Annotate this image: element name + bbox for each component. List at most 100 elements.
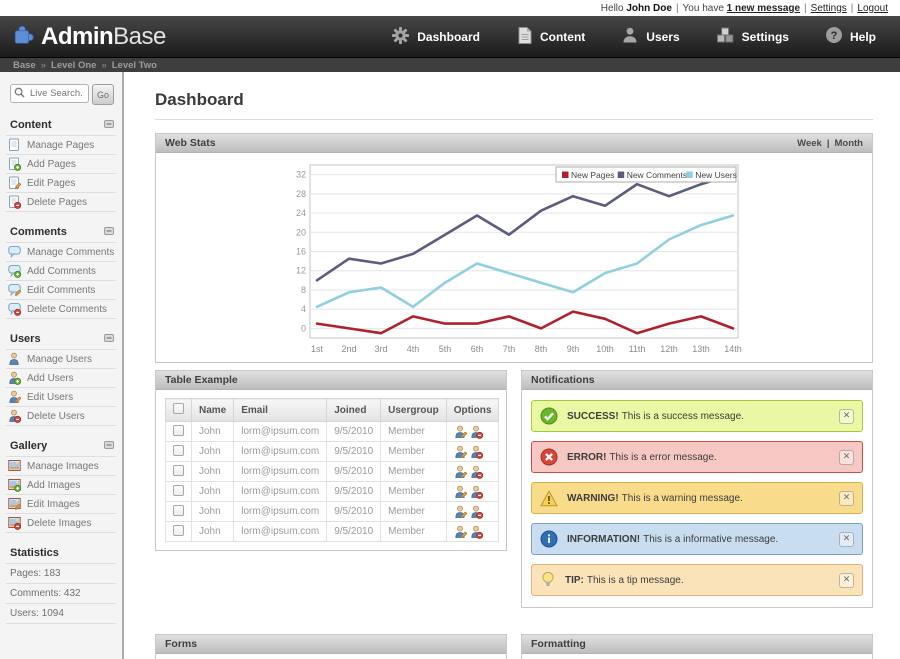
sidebar-item-manage-users[interactable]: Manage Users xyxy=(6,350,116,369)
close-icon[interactable]: ✕ xyxy=(839,449,854,465)
svg-text:14th: 14th xyxy=(724,344,742,354)
collapse-icon[interactable] xyxy=(104,119,114,131)
logout-link[interactable]: Logout xyxy=(857,2,888,14)
row-checkbox[interactable] xyxy=(173,484,184,496)
column-header-joined[interactable]: Joined xyxy=(326,398,382,422)
row-checkbox[interactable] xyxy=(173,524,184,536)
row-checkbox[interactable] xyxy=(173,464,184,476)
column-header-email[interactable]: Email xyxy=(233,398,328,422)
cell-name: John xyxy=(190,441,235,462)
settings-link[interactable]: Settings xyxy=(810,2,847,14)
close-icon[interactable]: ✕ xyxy=(839,531,854,547)
breadcrumb-item[interactable]: Base xyxy=(13,59,36,71)
user-delete-icon[interactable] xyxy=(470,425,486,439)
main-content: Dashboard Web Stats Week | Month 0 4 8 12 16… xyxy=(124,72,900,659)
search-icon xyxy=(14,85,25,103)
search-row: Go xyxy=(10,84,114,105)
user-delete-icon[interactable] xyxy=(470,505,486,519)
sidebar-item-edit-images[interactable]: Edit Images xyxy=(6,495,116,514)
user-delete-icon[interactable] xyxy=(470,465,486,479)
cell-name: John xyxy=(190,481,235,502)
help-icon: ? xyxy=(825,26,843,47)
section-title[interactable]: Users xyxy=(6,331,116,350)
breadcrumb-item[interactable]: Level One xyxy=(51,59,97,71)
sidebar-item-edit-users[interactable]: Edit Users xyxy=(6,388,116,407)
search-input[interactable] xyxy=(28,87,85,100)
user-edit-icon[interactable] xyxy=(454,445,470,458)
section-title[interactable]: Gallery xyxy=(6,438,116,457)
nav-item-settings[interactable]: Settings xyxy=(716,26,789,48)
nav-item-dashboard[interactable]: Dashboard xyxy=(391,26,480,48)
sidebar-item-manage-pages[interactable]: Manage Pages xyxy=(6,136,116,155)
sidebar: Go Content Manage Pages Add Pages Edit Page… xyxy=(0,72,124,659)
user-edit-icon[interactable] xyxy=(454,505,470,518)
collapse-icon[interactable] xyxy=(104,333,114,345)
svg-text:16: 16 xyxy=(296,247,306,257)
user-delete-icon[interactable] xyxy=(470,445,486,459)
sidebar-item-delete-images[interactable]: Delete Images xyxy=(6,514,116,533)
svg-text:9th: 9th xyxy=(567,344,580,354)
nav-item-content[interactable]: Content xyxy=(516,26,585,48)
sidebar-item-delete-pages[interactable]: Delete Pages xyxy=(6,193,116,212)
month-link[interactable]: Month xyxy=(834,137,864,149)
sidebar-item-add-pages[interactable]: Add Pages xyxy=(6,155,116,174)
column-header-options[interactable]: Options xyxy=(445,398,500,422)
select-all-checkbox[interactable] xyxy=(173,403,184,414)
app-logo[interactable]: AdminBase xyxy=(12,22,166,51)
sidebar-item-label: Edit Comments xyxy=(27,284,96,296)
user-edit-icon[interactable] xyxy=(454,485,470,498)
sidebar-item-edit-comments[interactable]: Edit Comments xyxy=(6,281,116,300)
column-header-name[interactable]: Name xyxy=(190,398,235,422)
sidebar-item-delete-users[interactable]: Delete Users xyxy=(6,407,116,426)
forms-panel: Forms Input label: xyxy=(155,634,507,659)
error-circle-icon xyxy=(540,448,558,466)
column-header-usergroup[interactable]: Usergroup xyxy=(380,398,447,422)
user-delete-icon[interactable] xyxy=(470,485,486,499)
row-checkbox[interactable] xyxy=(173,504,184,516)
table-panel: Table Example Name Email Joined Usergroup Op… xyxy=(155,370,507,551)
sidebar-item-delete-comments[interactable]: Delete Comments xyxy=(6,300,116,319)
cell-name: John xyxy=(190,521,235,542)
sidebar-item-label: Edit Pages xyxy=(27,177,76,189)
alert-info: INFORMATION! This is a informative messag… xyxy=(531,523,863,555)
separator: | xyxy=(850,2,854,14)
svg-text:2nd: 2nd xyxy=(341,344,356,354)
cell-email: lorm@ipsum.com xyxy=(233,481,328,502)
search-go-button[interactable]: Go xyxy=(92,84,114,105)
new-message-link[interactable]: 1 new message xyxy=(726,2,801,14)
user-edit-icon[interactable] xyxy=(454,425,470,438)
info-circle-icon xyxy=(540,530,558,548)
app-header: AdminBase Dashboard Content Users Settings?… xyxy=(0,16,900,58)
section-title[interactable]: Content xyxy=(6,117,116,136)
collapse-icon[interactable] xyxy=(104,226,114,238)
collapse-icon[interactable] xyxy=(104,440,114,452)
nav-item-label: Users xyxy=(646,29,680,44)
gear-icon xyxy=(391,26,410,48)
close-icon[interactable]: ✕ xyxy=(839,572,854,588)
breadcrumb-item[interactable]: Level Two xyxy=(111,59,157,71)
sidebar-item-manage-comments[interactable]: Manage Comments xyxy=(6,243,116,262)
row-checkbox[interactable] xyxy=(173,424,184,436)
user-edit-icon[interactable] xyxy=(454,525,470,538)
close-icon[interactable]: ✕ xyxy=(839,490,854,506)
close-icon[interactable]: ✕ xyxy=(839,408,854,424)
sidebar-item-manage-images[interactable]: Manage Images xyxy=(6,457,116,476)
user-delete-icon[interactable] xyxy=(470,525,486,539)
sidebar-item-add-images[interactable]: Add Images xyxy=(6,476,116,495)
sidebar-item-edit-pages[interactable]: Edit Pages xyxy=(6,174,116,193)
sidebar-item-add-comments[interactable]: Add Comments xyxy=(6,262,116,281)
nav-item-help[interactable]: ? Help xyxy=(825,26,876,48)
user-edit-icon[interactable] xyxy=(454,465,470,478)
cell-joined: 9/5/2010 xyxy=(326,461,382,482)
user-name: John Doe xyxy=(626,2,672,14)
cell-email: lorm@ipsum.com xyxy=(233,441,328,462)
week-link[interactable]: Week xyxy=(797,137,822,149)
row-checkbox[interactable] xyxy=(173,444,184,456)
section-title[interactable]: Comments xyxy=(6,224,116,243)
sidebar-item-label: Manage Users xyxy=(27,353,93,365)
chart-svg: 0 4 8 12 16 20 24 28 32 1st 2nd 3rd 4th 5th 6th 7th 8th 9… xyxy=(296,164,742,354)
cell-usergroup: Member xyxy=(380,421,447,442)
cell-email: lorm@ipsum.com xyxy=(233,421,328,442)
sidebar-item-add-users[interactable]: Add Users xyxy=(6,369,116,388)
nav-item-users[interactable]: Users xyxy=(621,26,680,48)
